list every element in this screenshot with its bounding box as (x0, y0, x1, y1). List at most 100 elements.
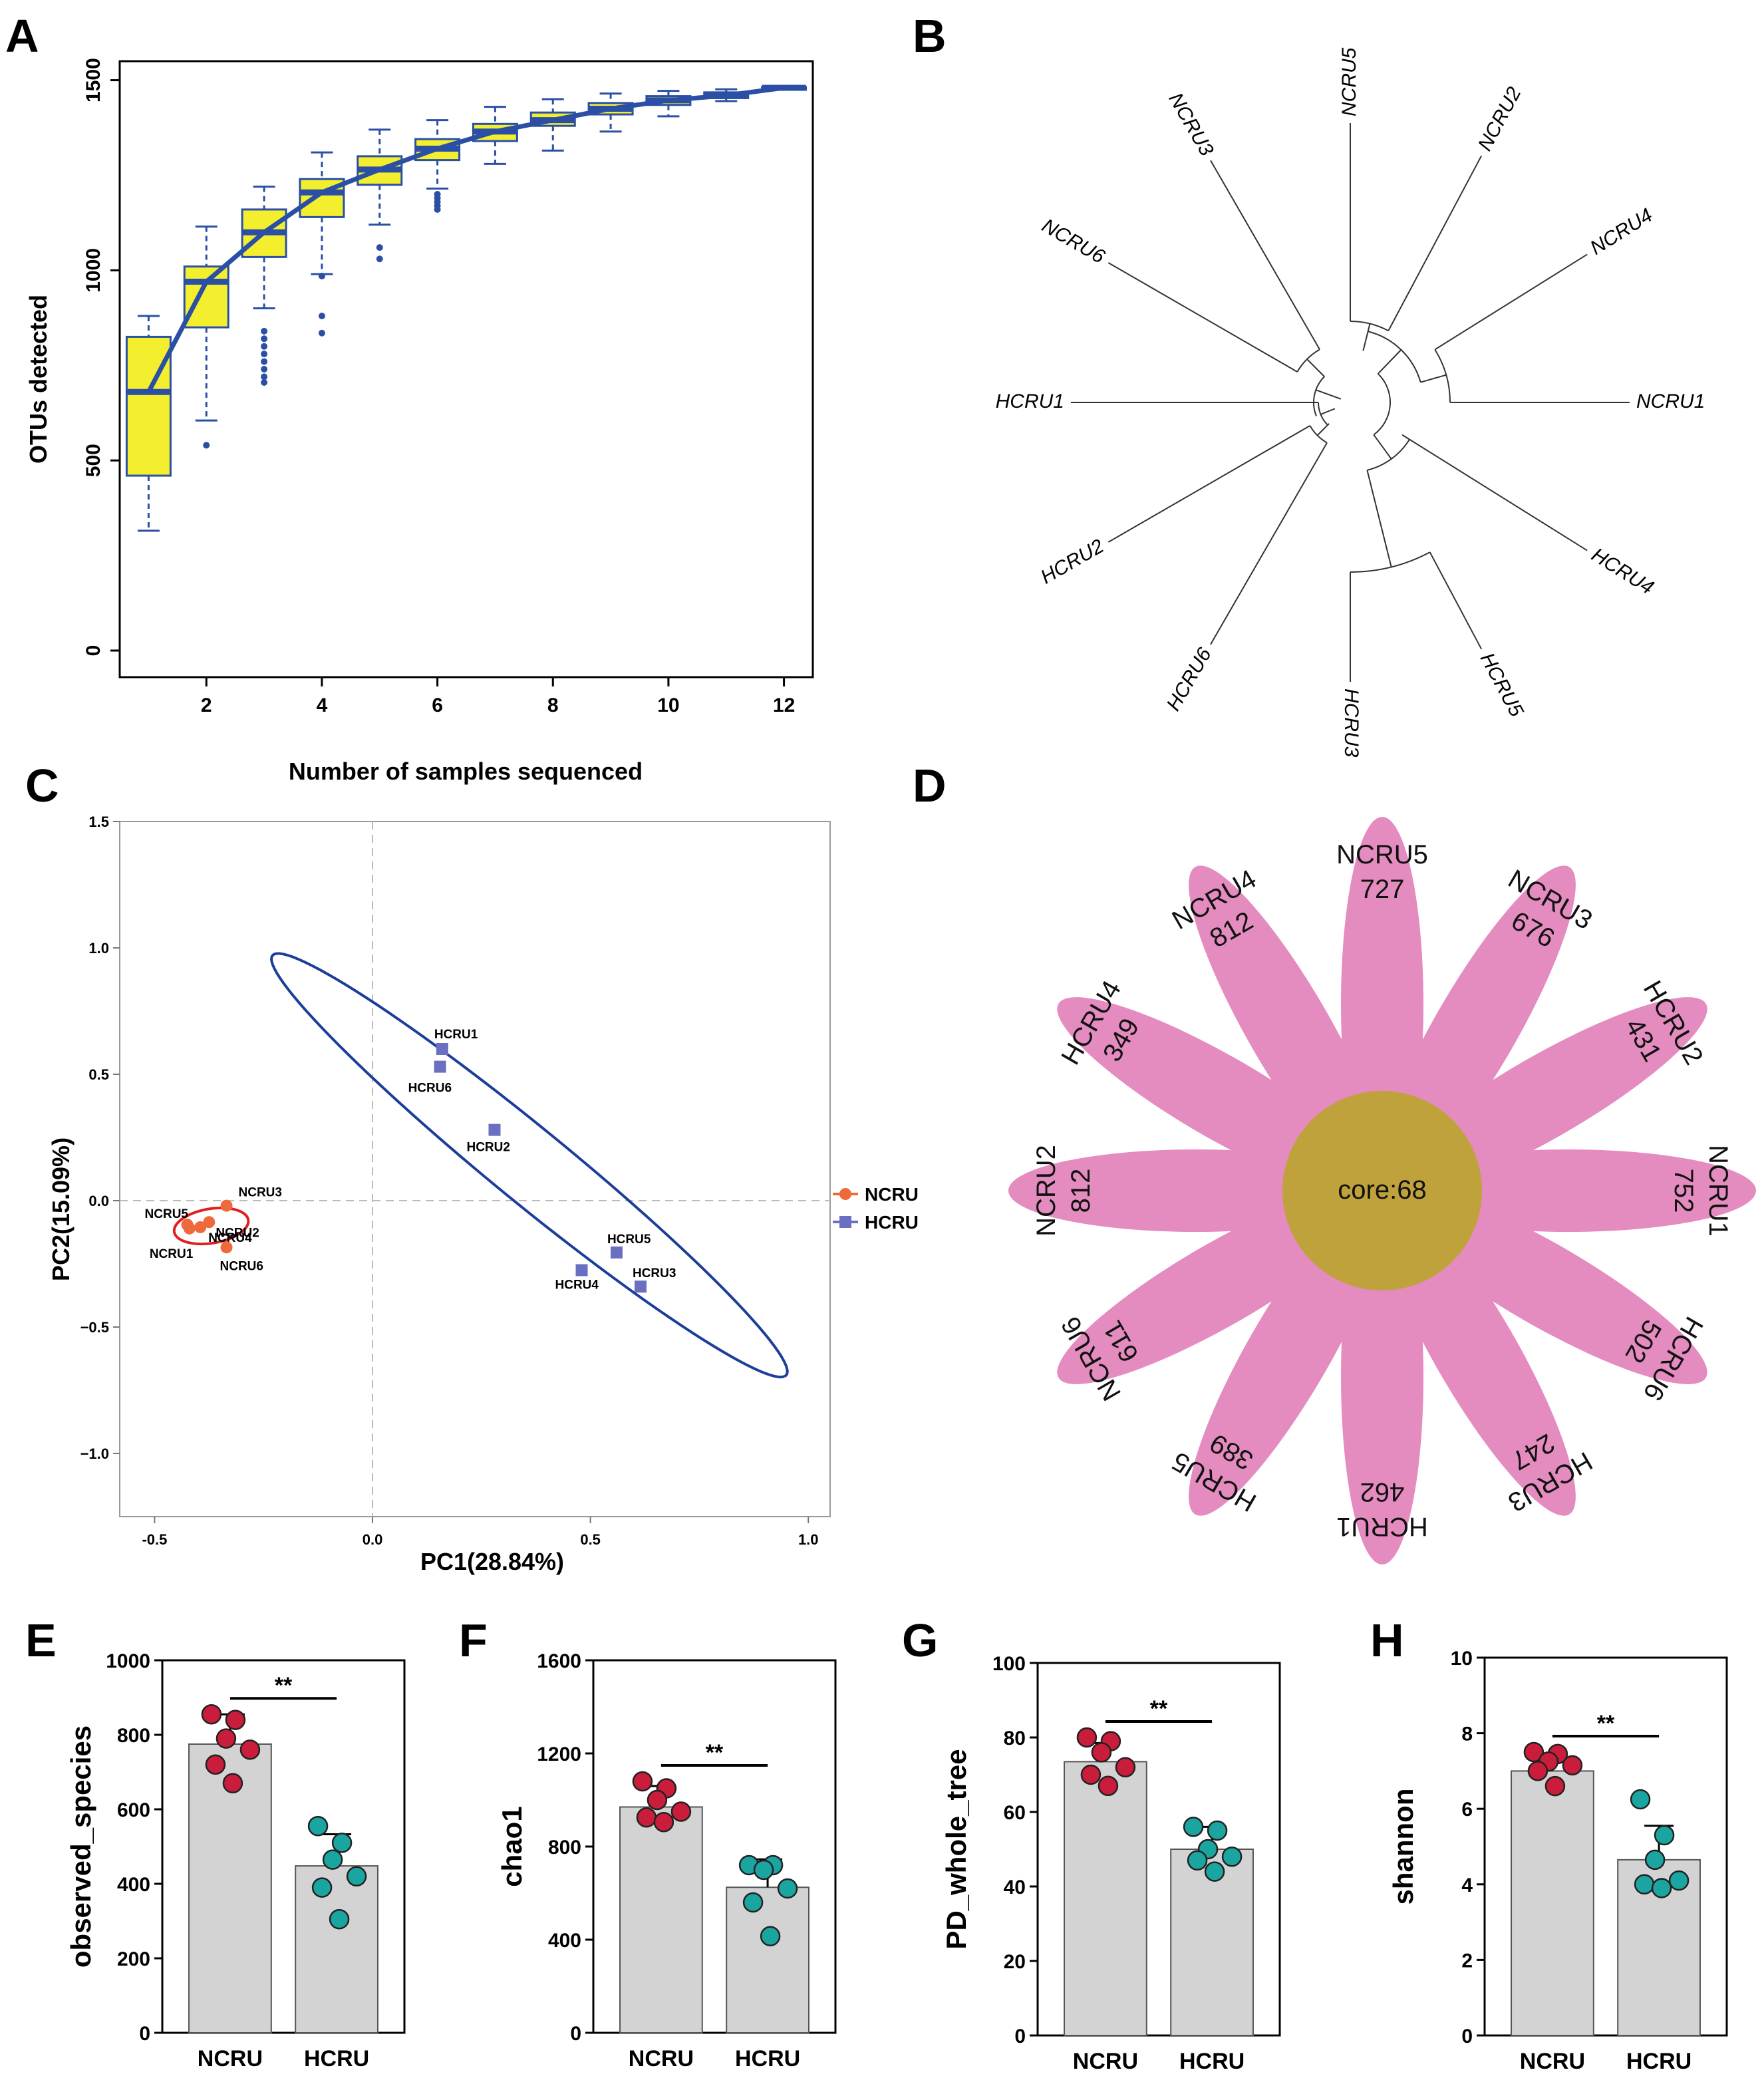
outlier-point (261, 351, 268, 358)
legend-marker-ncru (839, 1188, 851, 1200)
tree-leaf-label: HCRU6 (1163, 644, 1216, 714)
panel-b-tree: NCRU5 NCRU2 NCRU4 NCRU1 HCRU4 HCRU5 HCRU3 HCRU6… (996, 47, 1705, 757)
sample-dot (329, 1908, 350, 1930)
y-tick-label: 100 (992, 1653, 1026, 1675)
legend-label-hcru: HCRU (865, 1212, 919, 1233)
sample-dot (670, 1801, 692, 1822)
petal-unique-count: 727 (1360, 875, 1405, 904)
x-tick-label: 4 (317, 694, 328, 716)
tree-leaf-label: HCRU3 (1340, 688, 1362, 758)
x-tick-label: 2 (201, 694, 212, 716)
y-tick-label: 20 (1004, 1951, 1026, 1973)
tree-branch (1362, 323, 1371, 351)
sample-dot (1204, 1861, 1225, 1882)
significance-label: ** (1150, 1696, 1168, 1721)
sample-dot (753, 1859, 774, 1880)
pcoa-point-label: HCRU6 (408, 1082, 452, 1096)
outlier-point (261, 373, 268, 380)
x-category-label: HCRU (304, 2046, 369, 2071)
outlier-point (261, 366, 268, 373)
pcoa-point-ncru (183, 1222, 196, 1235)
sample-dot (1527, 1761, 1548, 1781)
y-tick-label: 0 (82, 645, 104, 657)
outlier-point (261, 358, 268, 365)
tree-branch (1107, 262, 1298, 373)
y-tick-label: 1000 (82, 248, 104, 293)
tree-leaf-label: NCRU6 (1038, 215, 1109, 268)
x-tick-label: 12 (773, 694, 795, 716)
y-tick-label: 1600 (537, 1650, 581, 1672)
tree-branch (1377, 349, 1402, 374)
y-tick-label: 400 (548, 1930, 581, 1952)
tree-branch (1210, 442, 1328, 645)
y-axis-title: observed_species (65, 1725, 96, 1968)
tree-leaf-label: NCRU1 (1636, 390, 1705, 412)
panel-a-xlabel: Number of samples sequenced (289, 758, 643, 785)
y-axis-title: chao1 (496, 1806, 527, 1886)
petal-sample-label: NCRU5 (1336, 840, 1428, 869)
tree-branch (1373, 434, 1392, 460)
x-tick-label: 0.5 (580, 1531, 601, 1548)
sample-dot (1076, 1727, 1098, 1748)
panel-label-a: A (5, 10, 39, 62)
panel-c-ylabel: PC2(15.09%) (47, 1137, 74, 1281)
median-trend-line (146, 85, 785, 393)
tree-branch (1420, 374, 1447, 383)
pcoa-point-ncru (220, 1199, 233, 1212)
outlier-point (318, 272, 325, 279)
panel-label-b: B (913, 10, 947, 62)
tree-branch (1388, 155, 1483, 331)
tree-leaf-label: NCRU3 (1164, 89, 1217, 160)
legend-label-ncru: NCRU (865, 1184, 919, 1205)
flower-core-label: core:68 (1338, 1175, 1426, 1205)
sample-dot (346, 1866, 367, 1887)
pcoa-point-label: HCRU2 (466, 1141, 510, 1155)
petal-unique-count: 812 (1066, 1169, 1096, 1213)
outlier-point (376, 255, 383, 263)
panel-a-ylabel: OTUs detected (25, 295, 52, 464)
tree-branch (1316, 423, 1330, 436)
x-category-label: HCRU (1626, 2049, 1691, 2074)
sample-dot (632, 1771, 653, 1792)
bar-ncru (1064, 1761, 1147, 2036)
panel-c-frame (119, 821, 831, 1517)
panel-label-g: G (902, 1614, 938, 1666)
outlier-point (261, 335, 268, 343)
y-tick-label: 800 (117, 1725, 150, 1747)
ncru-confidence-ellipse (172, 1206, 250, 1246)
x-tick-label: 1.0 (798, 1531, 819, 1548)
sample-dot (1183, 1817, 1204, 1837)
sample-dot (777, 1878, 798, 1899)
panel-c-chart: -0.5 0.0 0.5 1.0 1.5 1.0 0.5 0.0 −0.5 −1.0 NCRU3 NC… (80, 814, 919, 1548)
sample-dot (653, 1812, 674, 1833)
significance-label: ** (706, 1740, 724, 1765)
y-tick-label: 200 (117, 1948, 150, 1970)
pcoa-point-ncru (220, 1241, 233, 1254)
sample-dot (1668, 1870, 1690, 1891)
sample-dot (1080, 1764, 1102, 1785)
pcoa-point-hcru (634, 1280, 647, 1293)
sample-dot (1544, 1775, 1566, 1797)
y-tick-label: 1.0 (88, 940, 109, 957)
y-tick-label: 0 (139, 2023, 150, 2045)
pcoa-point-label: HCRU3 (633, 1267, 676, 1280)
y-tick-label: 500 (82, 444, 104, 477)
outlier-point (318, 329, 325, 337)
x-tick-label: -0.5 (142, 1531, 167, 1548)
y-tick-label: 0 (1014, 2025, 1026, 2047)
pcoa-point-label: HCRU1 (434, 1028, 478, 1042)
tree-node-arc (1313, 376, 1325, 416)
sample-dot (1115, 1757, 1136, 1778)
tree-branch (1107, 425, 1310, 543)
sample-dot (1644, 1849, 1666, 1870)
pcoa-point-label: HCRU4 (555, 1278, 599, 1292)
pcoa-point-hcru (436, 1043, 448, 1055)
y-tick-label: 1500 (82, 58, 104, 102)
sample-dot (222, 1773, 243, 1794)
tree-branch (1315, 389, 1342, 400)
panel-g-chart: 0 20 40 60 80 100 PD_whole_tree NCRU HCRU ** (941, 1653, 1281, 2074)
x-category-label: HCRU (735, 2046, 800, 2071)
panel-h-chart: 0 2 4 6 8 10 shannon NCRU HCRU ** (1388, 1648, 1728, 2074)
